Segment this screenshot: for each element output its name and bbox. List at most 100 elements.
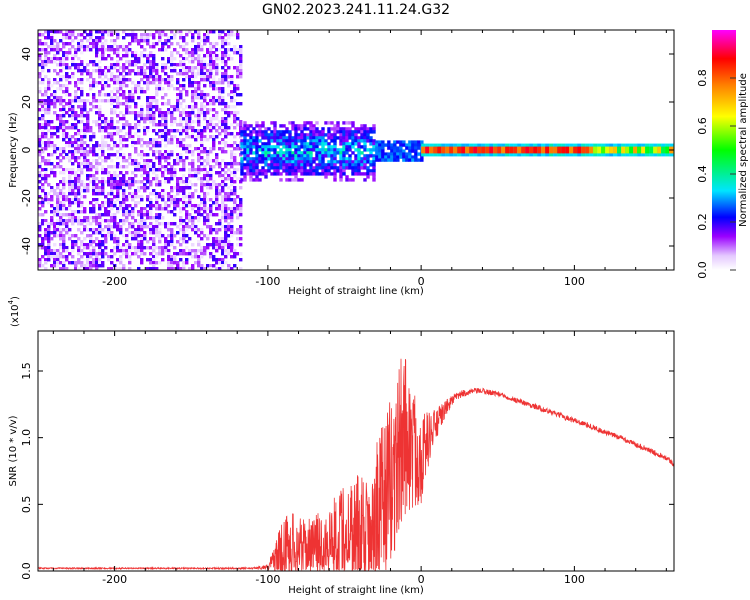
spectrogram-cell	[170, 228, 174, 232]
spectrogram-cell	[300, 145, 304, 149]
spectrogram-cell	[261, 148, 265, 152]
spectrogram-cell	[74, 201, 78, 205]
spectrogram-cell	[182, 138, 186, 142]
spectrogram-cell	[38, 174, 42, 178]
spectrogram-cell	[125, 195, 129, 199]
spectrogram-cell	[140, 165, 144, 169]
spectrogram-cell	[125, 102, 129, 106]
spectrogram-cell	[50, 171, 54, 175]
spectrogram-cell	[182, 234, 186, 238]
spectrogram-cell	[98, 222, 102, 226]
spectrogram-cell	[321, 136, 325, 140]
spectrogram-cell	[200, 183, 204, 187]
spectrogram-cell	[170, 78, 174, 82]
spectrogram-cell	[200, 228, 204, 232]
spectrogram-cell	[38, 246, 42, 250]
spectrogram-cell	[38, 171, 42, 175]
spectrogram-cell	[239, 60, 243, 64]
spectrogram-cell	[137, 222, 141, 226]
spectrogram-cell	[339, 142, 343, 146]
spectrogram-cell	[59, 228, 63, 232]
spectrogram-cell	[92, 144, 96, 148]
spectrogram-cell	[249, 139, 253, 143]
spectrogram-cell	[315, 172, 319, 176]
spectrogram-cell	[173, 258, 177, 262]
spectrogram-cell	[206, 243, 210, 247]
spectrogram-cell	[62, 75, 66, 79]
spectrogram-cell	[249, 142, 253, 146]
spectrogram-cell	[47, 225, 51, 229]
spectrogram-cell	[613, 146, 618, 154]
spectrogram-cell	[131, 99, 135, 103]
spectrogram-cell	[80, 240, 84, 244]
spectrogram-cell	[143, 165, 147, 169]
spectrogram-cell	[158, 183, 162, 187]
spectrogram-cell	[104, 99, 108, 103]
spectrogram-cell	[134, 111, 138, 115]
spectrogram-cell	[236, 144, 240, 148]
spectrogram-cell	[261, 142, 265, 146]
spectrogram-cell	[233, 210, 237, 214]
spectrogram-cell	[65, 198, 69, 202]
spectrogram-cell	[191, 255, 195, 259]
spectrogram-cell	[104, 84, 108, 88]
spectrogram-cell	[158, 81, 162, 85]
spectrogram-cell	[80, 168, 84, 172]
spectrogram-cell	[80, 111, 84, 115]
spectrogram-cell	[255, 151, 259, 155]
spectrogram-cell	[146, 33, 150, 37]
spectrogram-cell	[179, 102, 183, 106]
spectrogram-cell	[98, 39, 102, 43]
spectrogram-cell	[59, 84, 63, 88]
spectrogram-cell	[146, 240, 150, 244]
spectrogram-cell	[104, 219, 108, 223]
spectrogram-cell	[71, 117, 75, 121]
spectrogram-cell	[227, 42, 231, 46]
spectrogram-cell	[342, 142, 346, 146]
spectrogram-cell	[128, 183, 132, 187]
spectrogram-cell	[65, 102, 69, 106]
spectrogram-cell	[44, 258, 48, 262]
spectrogram-cell	[249, 178, 253, 182]
spectrogram-cell	[354, 136, 358, 140]
spectrogram-cell	[71, 30, 75, 34]
spectrogram-cell	[62, 261, 66, 265]
spectrogram-cell	[215, 204, 219, 208]
spectrogram-cell	[53, 45, 57, 49]
spectrogram-cell	[92, 63, 96, 67]
spectrogram-cell	[59, 39, 63, 43]
spectrogram-cell	[92, 96, 96, 100]
spectrogram-cell	[194, 120, 198, 124]
spectrogram-cell	[101, 54, 105, 58]
spectrogram-cell	[68, 108, 72, 112]
spectrogram-cell	[131, 111, 135, 115]
spectrogram-cell	[227, 111, 231, 115]
spectrogram-cell	[95, 51, 99, 55]
spectrogram-cell	[360, 163, 364, 167]
spectrogram-cell	[140, 138, 144, 142]
spectrogram-cell	[116, 132, 120, 136]
spectrogram-cell	[200, 264, 204, 268]
spectrogram-cell	[167, 195, 171, 199]
spectrogram-cell	[176, 264, 180, 268]
spectrogram-cell	[230, 189, 234, 193]
spectrogram-cell	[146, 84, 150, 88]
spectrogram-cell	[206, 93, 210, 97]
spectrogram-cell	[107, 66, 111, 70]
spectrogram-cell	[161, 153, 165, 157]
spectrogram-cell	[348, 136, 352, 140]
spectrogram-cell	[140, 225, 144, 229]
spectrogram-cell	[158, 213, 162, 217]
spectrogram-cell	[218, 162, 222, 166]
spectrogram-cell	[146, 204, 150, 208]
spectrogram-cell	[399, 140, 403, 144]
spectrogram-cell	[230, 159, 234, 163]
spectrogram-cell	[77, 87, 81, 91]
spectrogram-cell	[131, 39, 135, 43]
spectrogram-cell	[179, 156, 183, 160]
spectrogram-cell	[164, 156, 168, 160]
spectrogram-cell	[38, 228, 42, 232]
spectrogram-cell	[86, 123, 90, 127]
spectrogram-cell	[243, 133, 247, 137]
spectrogram-cell	[89, 216, 93, 220]
